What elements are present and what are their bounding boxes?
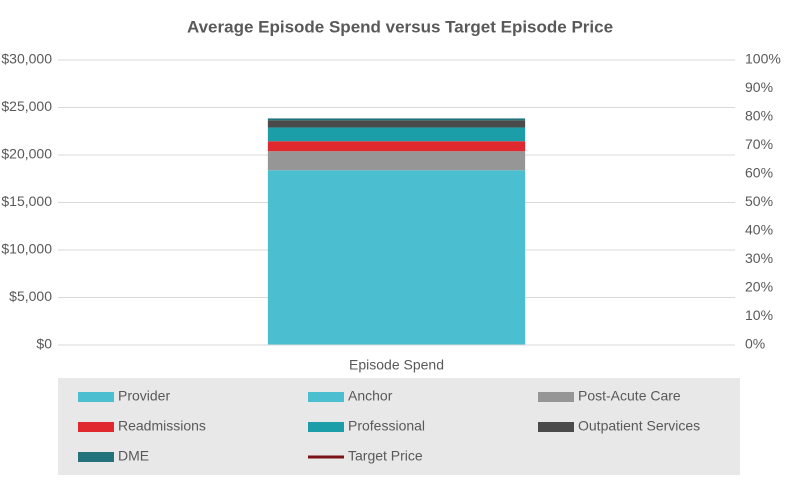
legend-box	[58, 378, 740, 475]
y2-tick-label: 80%	[745, 108, 773, 124]
legend-label: Outpatient Services	[578, 418, 700, 434]
y-tick-label: $20,000	[1, 146, 52, 162]
legend-label: Target Price	[348, 448, 423, 464]
legend-swatch	[538, 392, 574, 402]
legend-swatch	[308, 422, 344, 432]
legend-label: Provider	[118, 388, 170, 404]
y2-tick-label: 60%	[745, 165, 773, 181]
legend-swatch	[308, 392, 344, 402]
bar-segment	[267, 120, 526, 128]
y-tick-label: $15,000	[1, 193, 52, 209]
legend-label: DME	[118, 448, 149, 464]
x-tick-label: Episode Spend	[349, 357, 444, 373]
legend-swatch	[78, 392, 114, 402]
y2-tick-label: 10%	[745, 307, 773, 323]
y-tick-label: $30,000	[1, 51, 52, 67]
bar-segment	[267, 151, 526, 171]
y-tick-label: $0	[36, 336, 52, 352]
bar-segment	[267, 141, 526, 152]
chart-title: Average Episode Spend versus Target Epis…	[187, 17, 613, 36]
y2-tick-label: 40%	[745, 222, 773, 238]
legend-swatch	[538, 422, 574, 432]
y2-tick-label: 50%	[745, 193, 773, 209]
y2-tick-label: 90%	[745, 79, 773, 95]
y-tick-label: $10,000	[1, 241, 52, 257]
bar-segment	[267, 170, 526, 345]
y2-tick-label: 20%	[745, 279, 773, 295]
legend-label: Readmissions	[118, 418, 206, 434]
legend-swatch	[78, 422, 114, 432]
bar-segment	[267, 127, 526, 142]
bar-segment	[267, 118, 526, 121]
y2-tick-label: 30%	[745, 250, 773, 266]
legend-label: Professional	[348, 418, 425, 434]
legend-label: Post-Acute Care	[578, 388, 681, 404]
y2-tick-label: 100%	[745, 51, 781, 67]
y2-tick-label: 70%	[745, 136, 773, 152]
legend-label: Anchor	[348, 388, 393, 404]
y2-tick-label: 0%	[745, 336, 765, 352]
y-tick-label: $5,000	[9, 288, 52, 304]
y-tick-label: $25,000	[1, 98, 52, 114]
legend-swatch	[78, 452, 114, 462]
